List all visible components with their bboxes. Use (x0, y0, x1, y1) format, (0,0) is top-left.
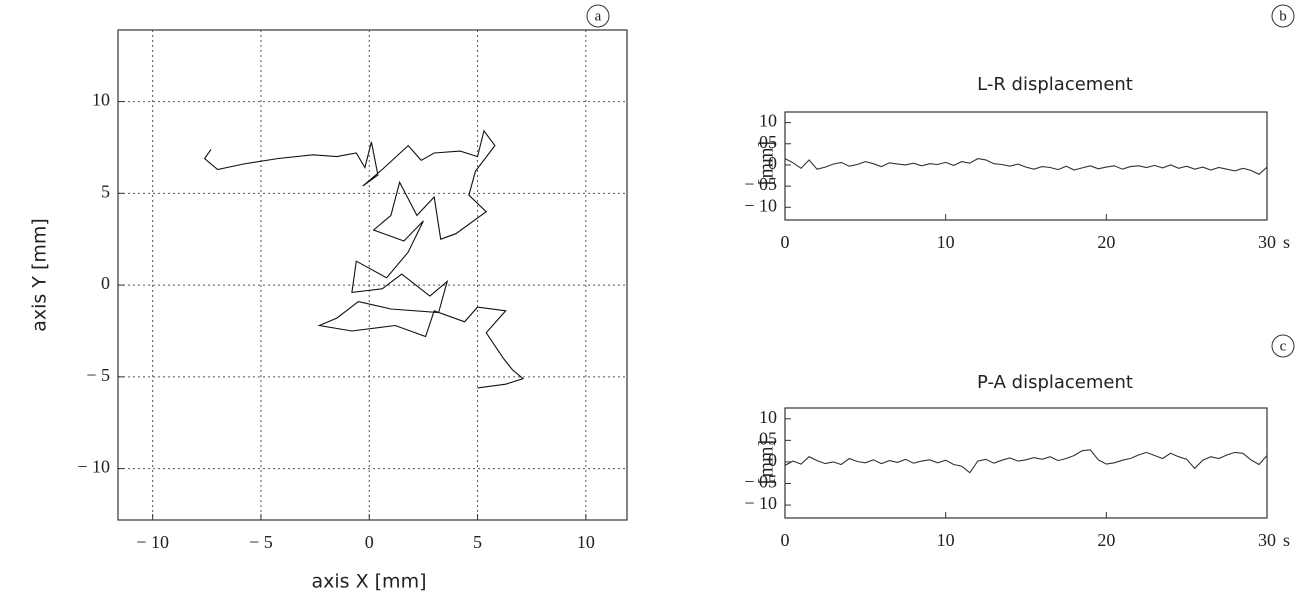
annotation: b (1279, 8, 1287, 24)
trace-line (203, 129, 525, 389)
y-tick-label: 0 (768, 153, 777, 173)
plot-frame (784, 407, 1268, 519)
x-tick-label: 5 (473, 532, 482, 552)
annotation: a (595, 8, 602, 24)
x-tick-label: 10 (937, 232, 955, 252)
y-tick-label: 0 (101, 273, 110, 293)
annotation-circle (586, 4, 610, 28)
x-tick-label: 10 (577, 532, 595, 552)
x-tick-label: 20 (1097, 232, 1115, 252)
y-tick-label: 05 (759, 132, 777, 152)
x-tick-label: 20 (1097, 530, 1115, 550)
x-tick-label: 30 (1258, 232, 1276, 252)
trace-line (784, 449, 1268, 474)
y-tick-label: 5 (101, 181, 110, 201)
annotation: c (1280, 338, 1287, 354)
plot-frame (784, 111, 1268, 221)
y-tick-label: − 5 (86, 365, 110, 385)
x-tick-label: − 10 (136, 532, 169, 552)
x-tick-label: 0 (781, 232, 790, 252)
chart-title: L-R displacement (977, 74, 1133, 95)
y-axis-label: [mm] (756, 141, 778, 185)
trace-line (784, 158, 1268, 175)
x-tick-label: 0 (365, 532, 374, 552)
y-tick-label: − 10 (744, 195, 777, 215)
y-axis-label: [mm] (756, 440, 778, 484)
annotation-circle (1271, 334, 1295, 358)
chart-title: P-A displacement (977, 372, 1133, 393)
y-tick-label: 10 (759, 407, 777, 427)
y-tick-label: 0 (768, 450, 777, 470)
annotation-circle (1271, 4, 1295, 28)
y-tick-label: − 05 (744, 472, 777, 492)
x-axis-unit: s (1283, 530, 1290, 550)
x-axis-unit: s (1283, 232, 1290, 252)
x-tick-label: − 5 (249, 532, 273, 552)
y-tick-label: − 10 (744, 493, 777, 513)
y-tick-label: 10 (759, 111, 777, 131)
x-axis-label: axis X [mm] (311, 571, 426, 593)
x-tick-label: 0 (781, 530, 790, 550)
y-tick-label: 05 (759, 428, 777, 448)
y-tick-label: 10 (92, 90, 110, 110)
x-tick-label: 30 (1258, 530, 1276, 550)
y-tick-label: − 05 (744, 174, 777, 194)
y-axis-label: axis Y [mm] (29, 218, 51, 332)
x-tick-label: 10 (937, 530, 955, 550)
y-tick-label: − 10 (77, 457, 110, 477)
plot-frame (117, 29, 628, 521)
